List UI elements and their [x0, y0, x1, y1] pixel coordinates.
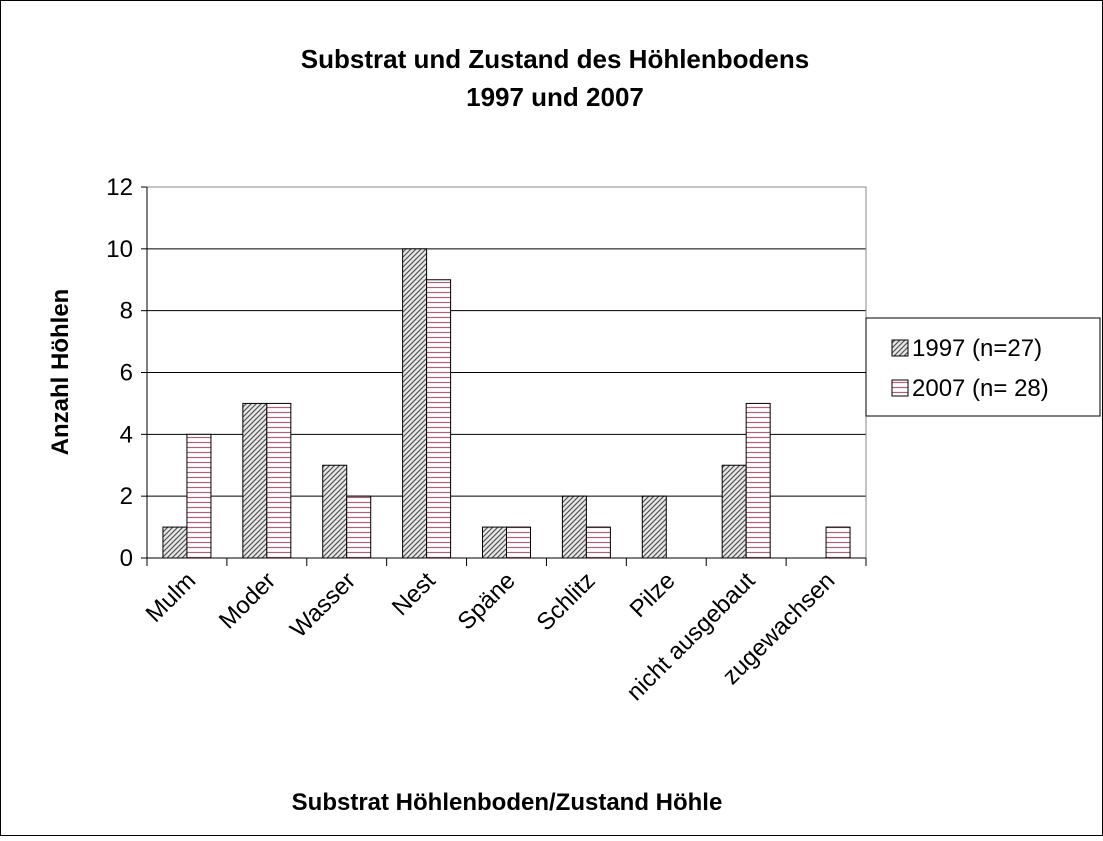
bar — [426, 279, 452, 559]
y-tick-label: 12 — [106, 174, 133, 201]
y-tick-label: 6 — [120, 360, 133, 387]
y-axis-title: Anzahl Höhlen — [47, 289, 74, 456]
legend-swatch — [891, 339, 909, 357]
x-axis-title: Substrat Höhlenboden/Zustand Höhle — [292, 789, 723, 816]
y-tick-label: 8 — [120, 298, 133, 325]
y-tick-label: 0 — [120, 545, 133, 572]
y-tick-label: 2 — [120, 483, 133, 510]
bar — [561, 495, 587, 559]
y-tick-label: 4 — [120, 421, 133, 448]
bar — [346, 495, 372, 559]
bar — [162, 526, 188, 559]
chart-title: Substrat und Zustand des Höhlenbodens — [301, 44, 809, 74]
bar — [825, 526, 851, 559]
bar — [585, 526, 611, 559]
bar — [266, 402, 292, 559]
legend-swatch — [891, 379, 909, 397]
y-tick-label: 10 — [106, 236, 133, 263]
bar — [721, 464, 747, 559]
bar — [402, 248, 428, 559]
legend-label: 1997 (n=27) — [912, 335, 1042, 362]
bar — [322, 464, 348, 559]
chart-title: 1997 und 2007 — [466, 82, 644, 112]
bar — [641, 495, 667, 559]
bar — [482, 526, 507, 559]
legend-label: 2007 (n= 28) — [912, 375, 1049, 402]
bar — [186, 433, 212, 559]
bar — [745, 402, 771, 559]
bar — [242, 402, 268, 559]
legend-box — [865, 317, 1101, 417]
bar — [506, 526, 531, 559]
